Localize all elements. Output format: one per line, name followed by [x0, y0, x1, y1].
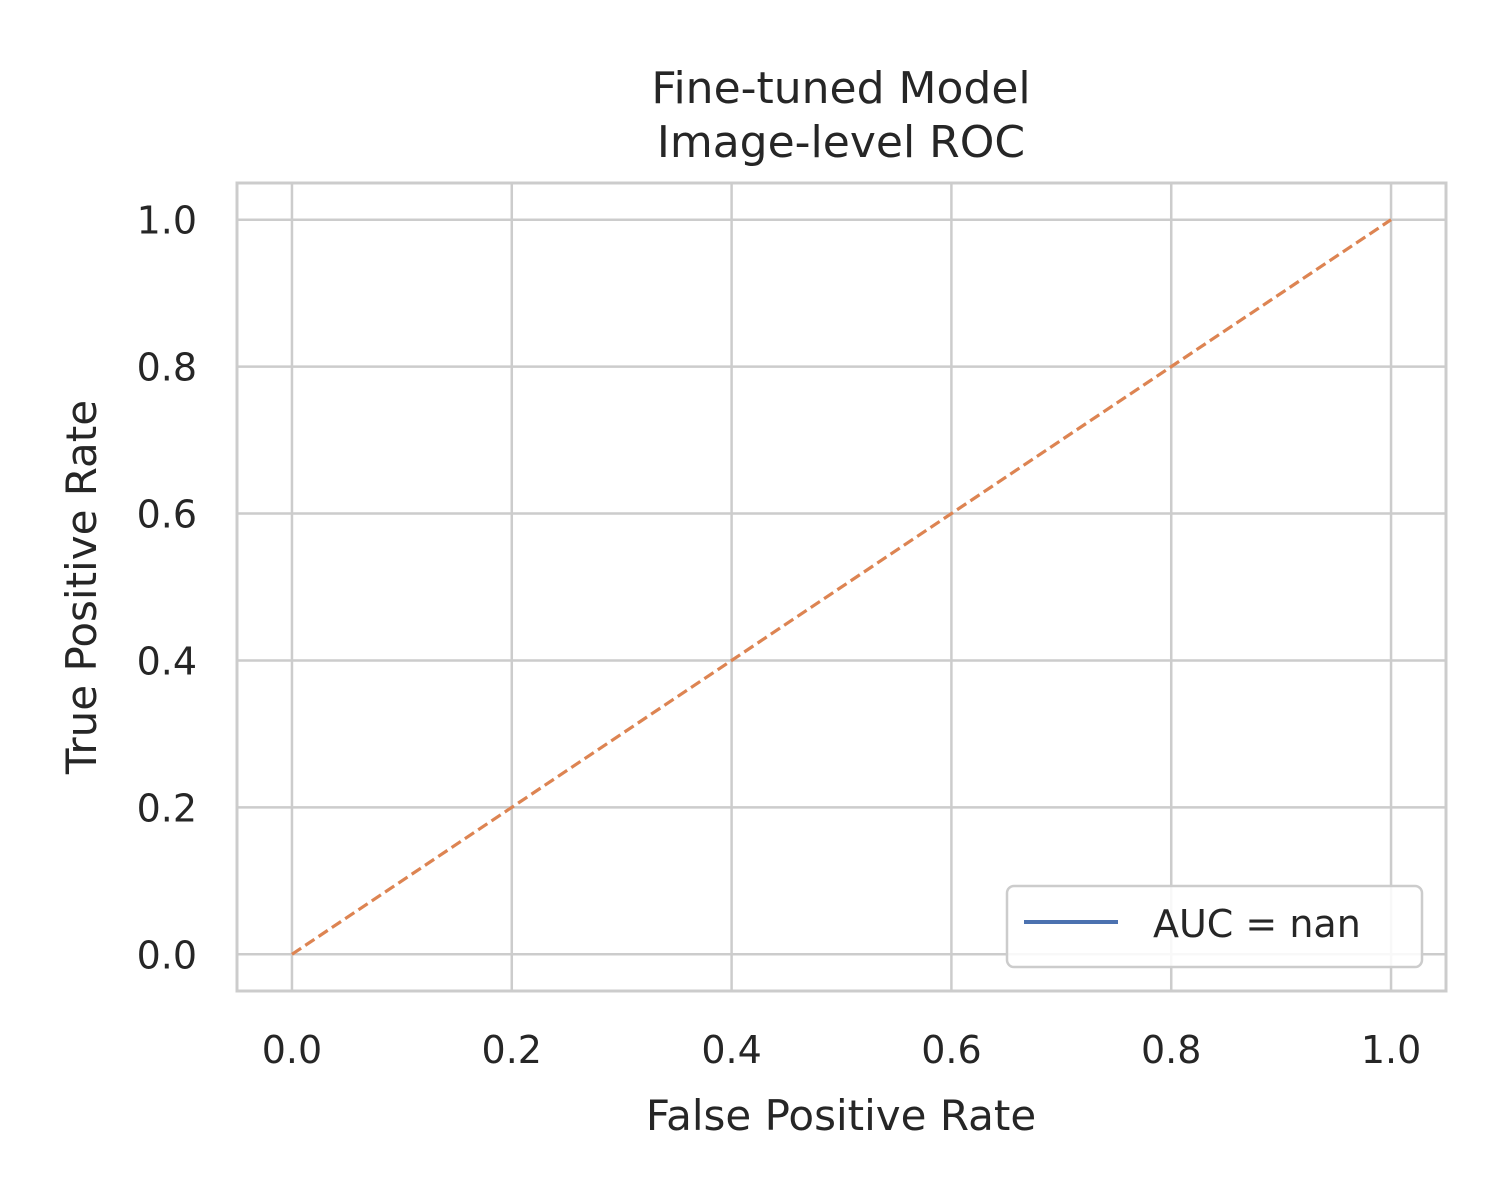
x-tick-label: 0.0 [262, 1028, 322, 1072]
y-tick-label: 0.4 [137, 639, 197, 683]
legend: AUC = nan [1005, 884, 1424, 969]
y-tick-labels: 0.0 0.2 0.4 0.6 0.8 1.0 [137, 199, 197, 978]
legend-label-auc: AUC = nan [1153, 902, 1361, 946]
x-tick-label: 0.6 [921, 1028, 981, 1072]
x-tick-label: 0.4 [701, 1028, 761, 1072]
chance-diagonal-line [291, 218, 1392, 956]
plot-frame [235, 181, 1448, 993]
x-tick-label: 0.2 [482, 1028, 542, 1072]
series-layer [291, 218, 1392, 956]
y-tick-label: 1.0 [137, 199, 197, 243]
x-tick-labels: 0.0 0.2 0.4 0.6 0.8 1.0 [262, 1028, 1422, 1072]
y-tick-label: 0.6 [137, 493, 197, 537]
y-gridlines [237, 218, 1446, 956]
y-axis-label: True Positive Rate [57, 400, 106, 775]
y-tick-label: 0.8 [137, 346, 197, 390]
y-tick-label: 0.0 [137, 933, 197, 977]
y-tick-label: 0.2 [137, 786, 197, 830]
x-gridlines [290, 183, 1393, 991]
chart-title-line-1: Fine-tuned Model [651, 63, 1030, 114]
x-tick-label: 0.8 [1141, 1028, 1201, 1072]
chart-title-line-2: Image-level ROC [657, 117, 1025, 168]
x-axis-label: False Positive Rate [646, 1091, 1036, 1140]
legend-box [1005, 884, 1424, 969]
x-tick-label: 1.0 [1361, 1028, 1421, 1072]
